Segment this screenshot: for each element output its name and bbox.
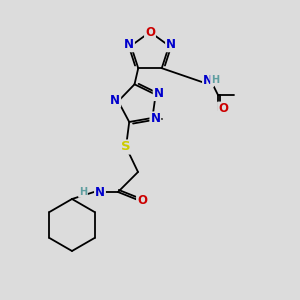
Text: N: N (124, 38, 134, 51)
Text: O: O (137, 194, 147, 206)
Text: N: N (166, 38, 176, 51)
Text: O: O (218, 103, 228, 116)
Text: N: N (150, 112, 161, 125)
Text: H: H (79, 187, 87, 197)
Text: N: N (203, 74, 213, 86)
Text: N: N (95, 185, 105, 199)
Text: S: S (121, 140, 131, 154)
Text: N: N (110, 94, 120, 107)
Text: N: N (154, 87, 164, 100)
Text: H: H (211, 75, 219, 85)
Text: O: O (145, 26, 155, 38)
